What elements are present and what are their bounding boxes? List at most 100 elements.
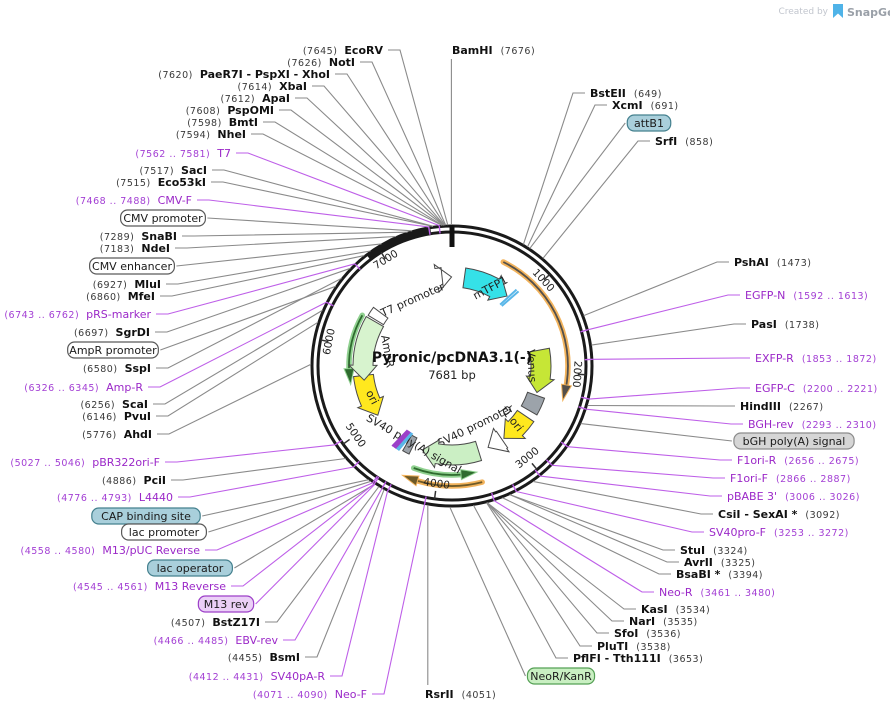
callout-egfp-n-ring-tick <box>580 329 589 333</box>
callout-bamhi: BamHI (7676) <box>452 44 535 57</box>
tick-label-4000: 4000 <box>422 476 450 492</box>
callout-f1ori-f-line <box>552 464 725 479</box>
callout-bgh-rev-ring-tick <box>578 406 587 410</box>
callout-paer7i-pspxi-xhoi-line <box>335 73 446 226</box>
callout-pluti: PluTI (3538) <box>597 640 671 653</box>
slash-mark-1 <box>501 290 520 307</box>
callout-cmv-f: (7468 .. 7488) CMV-F <box>76 194 192 207</box>
callout-pflfi-tth111i: PflFI - Tth111I (3653) <box>573 652 703 665</box>
callout-t7-line <box>236 152 440 227</box>
callout-xbai: (7614) XbaI <box>238 80 307 93</box>
callout-exfp-r-line <box>592 357 750 360</box>
callout-prs-marker: (6743 .. 6762) pRS-marker <box>4 308 151 321</box>
callout-pbr322ori-f-ring-tick <box>334 439 343 446</box>
callout-cmv-enhancer-label: CMV enhancer <box>92 260 172 273</box>
callout-cap-binding-site-label: CAP binding site <box>101 510 191 523</box>
callout-ahdi-line <box>157 363 312 435</box>
callout-pasi: PasI (1738) <box>751 318 819 331</box>
feature-sv40-promoter <box>487 427 511 453</box>
tick-label-3000: 3000 <box>513 445 541 471</box>
callout-xcmi-line <box>527 104 607 248</box>
callout-pluti-line <box>486 502 592 647</box>
tick-label-5000: 5000 <box>343 421 368 450</box>
watermark: Created by SnapGene <box>778 4 890 19</box>
callout-pvui: (6146) PvuI <box>82 410 151 423</box>
callout-pcii-line <box>171 457 346 481</box>
callout-pbabe-3-line <box>540 475 722 497</box>
callout-srfi: SrfI (858) <box>655 135 713 148</box>
callout-neo-r-ring-tick <box>491 492 495 501</box>
callout-lac-operator-label: lac operator <box>157 562 224 575</box>
callout-l4440-line <box>178 466 354 498</box>
callout-neo-r: Neo-R (3461 .. 3480) <box>659 586 775 599</box>
callout-m13-rev-line <box>255 483 376 605</box>
callout-amp-r-line <box>148 301 327 388</box>
callout-ahdi: (5776) AhdI <box>82 428 152 441</box>
callout-ecorv: (7645) EcoRV <box>303 44 384 57</box>
callout-pcii: (4886) PciI <box>102 474 166 487</box>
callout-xcmi: XcmI (691) <box>612 99 679 112</box>
callout-pbabe-3-ring-tick <box>534 469 541 477</box>
watermark-brand: SnapGene <box>847 6 890 19</box>
callout-m13-rev-label: M13 rev <box>204 598 249 611</box>
tick-4000 <box>433 490 437 499</box>
orf-arrowhead-2 <box>460 469 479 481</box>
callout-m13-reverse-ring-tick <box>373 476 380 485</box>
callout-amp-r: (6326 .. 6345) Amp-R <box>24 381 143 394</box>
callout-m13-puc-reverse-ring-tick <box>372 475 378 484</box>
callout-apai-line <box>295 97 445 226</box>
callout-scai: (6256) ScaI <box>80 398 148 411</box>
callout-egfp-n: EGFP-N (1592 .. 1613) <box>745 289 868 302</box>
callout-nhei: (7594) NheI <box>176 128 246 141</box>
callout-kasi-line <box>486 502 636 610</box>
callout-neo-f-line <box>372 504 426 695</box>
callout-f1ori-r-ring-tick <box>560 441 569 448</box>
callout-cap-binding-site-line <box>202 479 369 517</box>
callout-nhei-line <box>251 133 443 226</box>
callout-kasi: KasI (3534) <box>641 603 710 616</box>
callout-hindiii-line <box>587 404 735 407</box>
callout-bgh-poly-a-signal-box <box>733 432 855 450</box>
callout-rsrii: RsrII (4051) <box>425 688 496 701</box>
tick-6000 <box>320 339 329 343</box>
callout-scai-line <box>153 309 323 405</box>
callout-f1ori-r: F1ori-R (2656 .. 2675) <box>737 454 859 467</box>
callout-ebv-rev-line <box>283 488 383 641</box>
callout-nari-line <box>486 502 624 622</box>
callout-labels-group: (7645) EcoRV(7626) NotI(7620) PaeR7I - PspX… <box>4 44 877 701</box>
callout-cmv-enhancer-line <box>176 243 382 267</box>
callout-t7: (7562 .. 7581) T7 <box>135 147 231 160</box>
callout-pshai: PshAI (1473) <box>734 256 811 269</box>
feature-9ca3aa <box>520 391 546 416</box>
callout-mfei-line <box>160 255 365 297</box>
callout-pbr322ori-f-line <box>165 444 336 463</box>
feature-ori-label: ori <box>363 388 381 407</box>
callout-ampr-promoter-label: AmpR promoter <box>69 344 157 357</box>
callout-attb1-box <box>626 114 672 132</box>
plasmid-size: 7681 bp <box>428 368 476 382</box>
orf-arrowhead-3 <box>400 474 420 487</box>
callout-ndei: (7183) NdeI <box>100 242 170 255</box>
callout-csii-sexai: CsiI - SexAI * (3092) <box>718 508 840 521</box>
callout-l4440: (4776 .. 4793) L4440 <box>57 491 173 504</box>
watermark-created-by: Created by <box>778 7 828 17</box>
callout-noti-line <box>360 61 447 226</box>
callout-f1ori-f: F1ori-F (2866 .. 2887) <box>730 472 851 485</box>
callout-mfei: (6860) MfeI <box>86 290 155 303</box>
callout-pbr322ori-f: (5027 .. 5046) pBR322ori-F <box>10 456 160 469</box>
callout-exfp-r: EXFP-R (1853 .. 1872) <box>755 352 877 365</box>
callout-neor-kanr-box <box>526 667 596 685</box>
feature-ffffff <box>367 306 389 326</box>
callout-apai: (7612) ApaI <box>221 92 291 105</box>
callout-cmv-enhancer-box <box>88 257 176 275</box>
feature-f1-ori <box>503 409 535 439</box>
callout-hindiii: HindIII (2267) <box>740 400 824 413</box>
callout-bsteii-line <box>522 92 585 245</box>
callout-bmti-line <box>263 121 443 226</box>
feature-venus <box>525 347 556 394</box>
callout-egfp-n-line <box>588 294 740 331</box>
orf-arrowhead-1 <box>343 367 355 387</box>
callout-noti: (7626) NotI <box>287 56 355 69</box>
callout-bmti: (7598) BmtI <box>187 116 258 129</box>
